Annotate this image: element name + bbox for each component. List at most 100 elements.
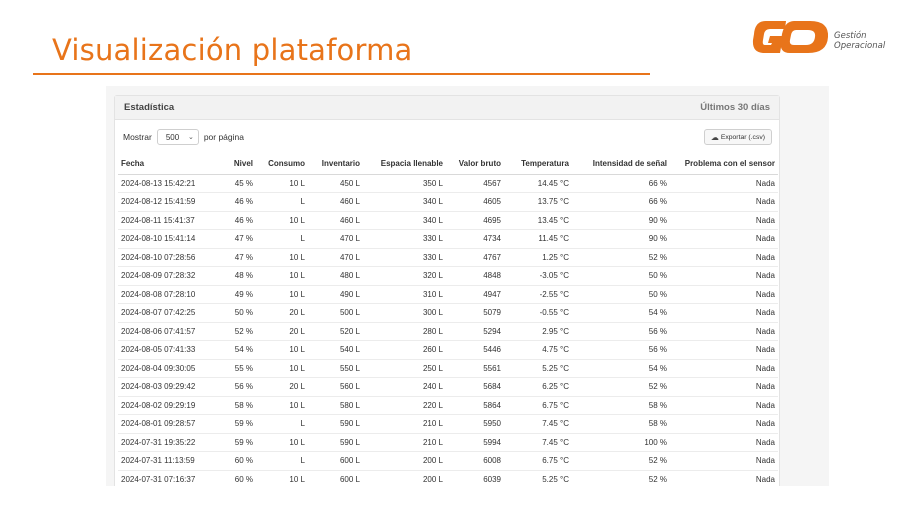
cell-problema-sensor: Nada (670, 210, 778, 230)
go-logo-mark (752, 21, 829, 53)
table-row: 2024-08-12 15:41:59 46 % L 460 L 340 L 4605 13… (118, 192, 778, 211)
cell-temperatura: 6.75 °C (504, 395, 572, 415)
cell-problema-sensor: Nada (670, 247, 778, 267)
cell-temperatura: 5.25 °C (504, 358, 572, 378)
cell-consumo: 10 L (256, 469, 308, 486)
cell-intensidad-senal: 56 % (572, 340, 670, 359)
cell-fecha: 2024-08-12 15:41:59 (118, 192, 228, 211)
cell-temperatura: -0.55 °C (504, 303, 572, 322)
table-controls: Mostrar 500 ⌄ por página ☁ Exportar (.cs… (115, 120, 779, 154)
col-intensidad-senal[interactable]: Intensidad de señal (572, 154, 670, 175)
cell-espacio-llenable: 330 L (363, 247, 446, 267)
cell-intensidad-senal: 100 % (572, 432, 670, 452)
table-row: 2024-08-04 09:30:05 55 % 10 L 550 L 250 L 556… (118, 358, 778, 378)
slide-title: Visualización plataforma (52, 33, 413, 67)
cell-consumo: L (256, 192, 308, 211)
cell-inventario: 590 L (308, 432, 363, 452)
cell-consumo: 10 L (256, 173, 308, 193)
page-size-value: 500 (165, 132, 180, 142)
cell-valor-bruto: 5294 (446, 321, 504, 341)
export-label: Exportar (.csv) (720, 133, 765, 141)
cell-inventario: 470 L (308, 229, 363, 248)
cell-nivel: 46 % (228, 210, 256, 230)
cell-intensidad-senal: 58 % (572, 395, 670, 415)
cell-fecha: 2024-07-31 07:16:37 (118, 469, 228, 486)
cell-problema-sensor: Nada (670, 451, 778, 470)
cell-temperatura: 2.95 °C (504, 321, 572, 341)
cell-espacio-llenable: 210 L (363, 414, 446, 433)
logo-wordmark: Gestión Operacional (834, 31, 885, 51)
cell-temperatura: -3.05 °C (504, 266, 572, 285)
cell-valor-bruto: 6008 (446, 451, 504, 470)
col-espacio-llenable[interactable]: Espacia llenable (363, 154, 446, 175)
cell-consumo: 10 L (256, 358, 308, 378)
table-row: 2024-08-06 07:41:57 52 % 20 L 520 L 280 L 529… (118, 321, 778, 341)
cell-espacio-llenable: 320 L (363, 266, 446, 285)
cell-intensidad-senal: 90 % (572, 229, 670, 248)
table-row: 2024-08-07 07:42:25 50 % 20 L 500 L 300 L 507… (118, 303, 778, 322)
cell-fecha: 2024-08-02 09:29:19 (118, 395, 228, 415)
cell-consumo: 10 L (256, 210, 308, 230)
cell-intensidad-senal: 66 % (572, 173, 670, 193)
cell-espacio-llenable: 340 L (363, 192, 446, 211)
export-csv-button[interactable]: ☁ Exportar (.csv) (703, 129, 772, 145)
cell-problema-sensor: Nada (670, 358, 778, 378)
cell-valor-bruto: 5684 (446, 377, 504, 396)
cell-valor-bruto: 5079 (446, 303, 504, 322)
col-inventario[interactable]: Inventario (308, 154, 363, 175)
cell-temperatura: 7.45 °C (504, 414, 572, 433)
col-temperatura[interactable]: Temperatura (504, 154, 572, 175)
cell-problema-sensor: Nada (670, 266, 778, 285)
cell-temperatura: 7.45 °C (504, 432, 572, 452)
cell-espacio-llenable: 220 L (363, 395, 446, 415)
cell-temperatura: 13.75 °C (504, 192, 572, 211)
cell-fecha: 2024-08-10 15:41:14 (118, 229, 228, 248)
col-fecha[interactable]: Fecha (118, 154, 228, 175)
cell-espacio-llenable: 260 L (363, 340, 446, 359)
cell-fecha: 2024-08-07 07:42:25 (118, 303, 228, 322)
cell-nivel: 59 % (228, 414, 256, 433)
cell-problema-sensor: Nada (670, 173, 778, 193)
cell-problema-sensor: Nada (670, 192, 778, 211)
cell-intensidad-senal: 52 % (572, 377, 670, 396)
table-header-row: Fecha Nivel Consumo Inventario Espacia l… (118, 154, 778, 175)
cell-valor-bruto: 5864 (446, 395, 504, 415)
cell-nivel: 54 % (228, 340, 256, 359)
cell-valor-bruto: 5994 (446, 432, 504, 452)
cell-consumo: 20 L (256, 303, 308, 322)
cell-problema-sensor: Nada (670, 395, 778, 415)
per-page-label: por página (203, 132, 244, 142)
cell-temperatura: 14.45 °C (504, 173, 572, 193)
cell-temperatura: 6.25 °C (504, 377, 572, 396)
cell-temperatura: 5.25 °C (504, 469, 572, 486)
cell-inventario: 470 L (308, 247, 363, 267)
cell-problema-sensor: Nada (670, 284, 778, 304)
cloud-download-icon: ☁ (710, 132, 719, 142)
cell-espacio-llenable: 310 L (363, 284, 446, 304)
col-valor-bruto[interactable]: Valor bruto (446, 154, 504, 175)
cell-intensidad-senal: 54 % (572, 358, 670, 378)
logo-line2: Operacional (834, 41, 886, 51)
table-row: 2024-08-08 07:28:10 49 % 10 L 490 L 310 L 494… (118, 284, 778, 304)
cell-fecha: 2024-08-09 07:28:32 (118, 266, 228, 285)
table-row: 2024-08-13 15:42:21 45 % 10 L 450 L 350 L 456… (118, 173, 778, 193)
cell-inventario: 590 L (308, 414, 363, 433)
cell-consumo: 10 L (256, 340, 308, 359)
cell-valor-bruto: 4848 (446, 266, 504, 285)
cell-inventario: 580 L (308, 395, 363, 415)
page-size-select[interactable]: 500 ⌄ (156, 129, 199, 145)
panel-title: Estadística (124, 102, 175, 113)
cell-inventario: 540 L (308, 340, 363, 359)
col-nivel[interactable]: Nivel (228, 154, 256, 175)
cell-consumo: 10 L (256, 395, 308, 415)
col-consumo[interactable]: Consumo (256, 154, 308, 175)
cell-inventario: 560 L (308, 377, 363, 396)
table-row: 2024-08-05 07:41:33 54 % 10 L 540 L 260 L 544… (118, 340, 778, 359)
col-problema-sensor[interactable]: Problema con el sensor (670, 154, 778, 175)
cell-intensidad-senal: 52 % (572, 469, 670, 486)
cell-nivel: 47 % (228, 247, 256, 267)
cell-fecha: 2024-08-01 09:28:57 (118, 414, 228, 433)
cell-temperatura: 6.75 °C (504, 451, 572, 470)
cell-inventario: 600 L (308, 451, 363, 470)
cell-espacio-llenable: 210 L (363, 432, 446, 452)
